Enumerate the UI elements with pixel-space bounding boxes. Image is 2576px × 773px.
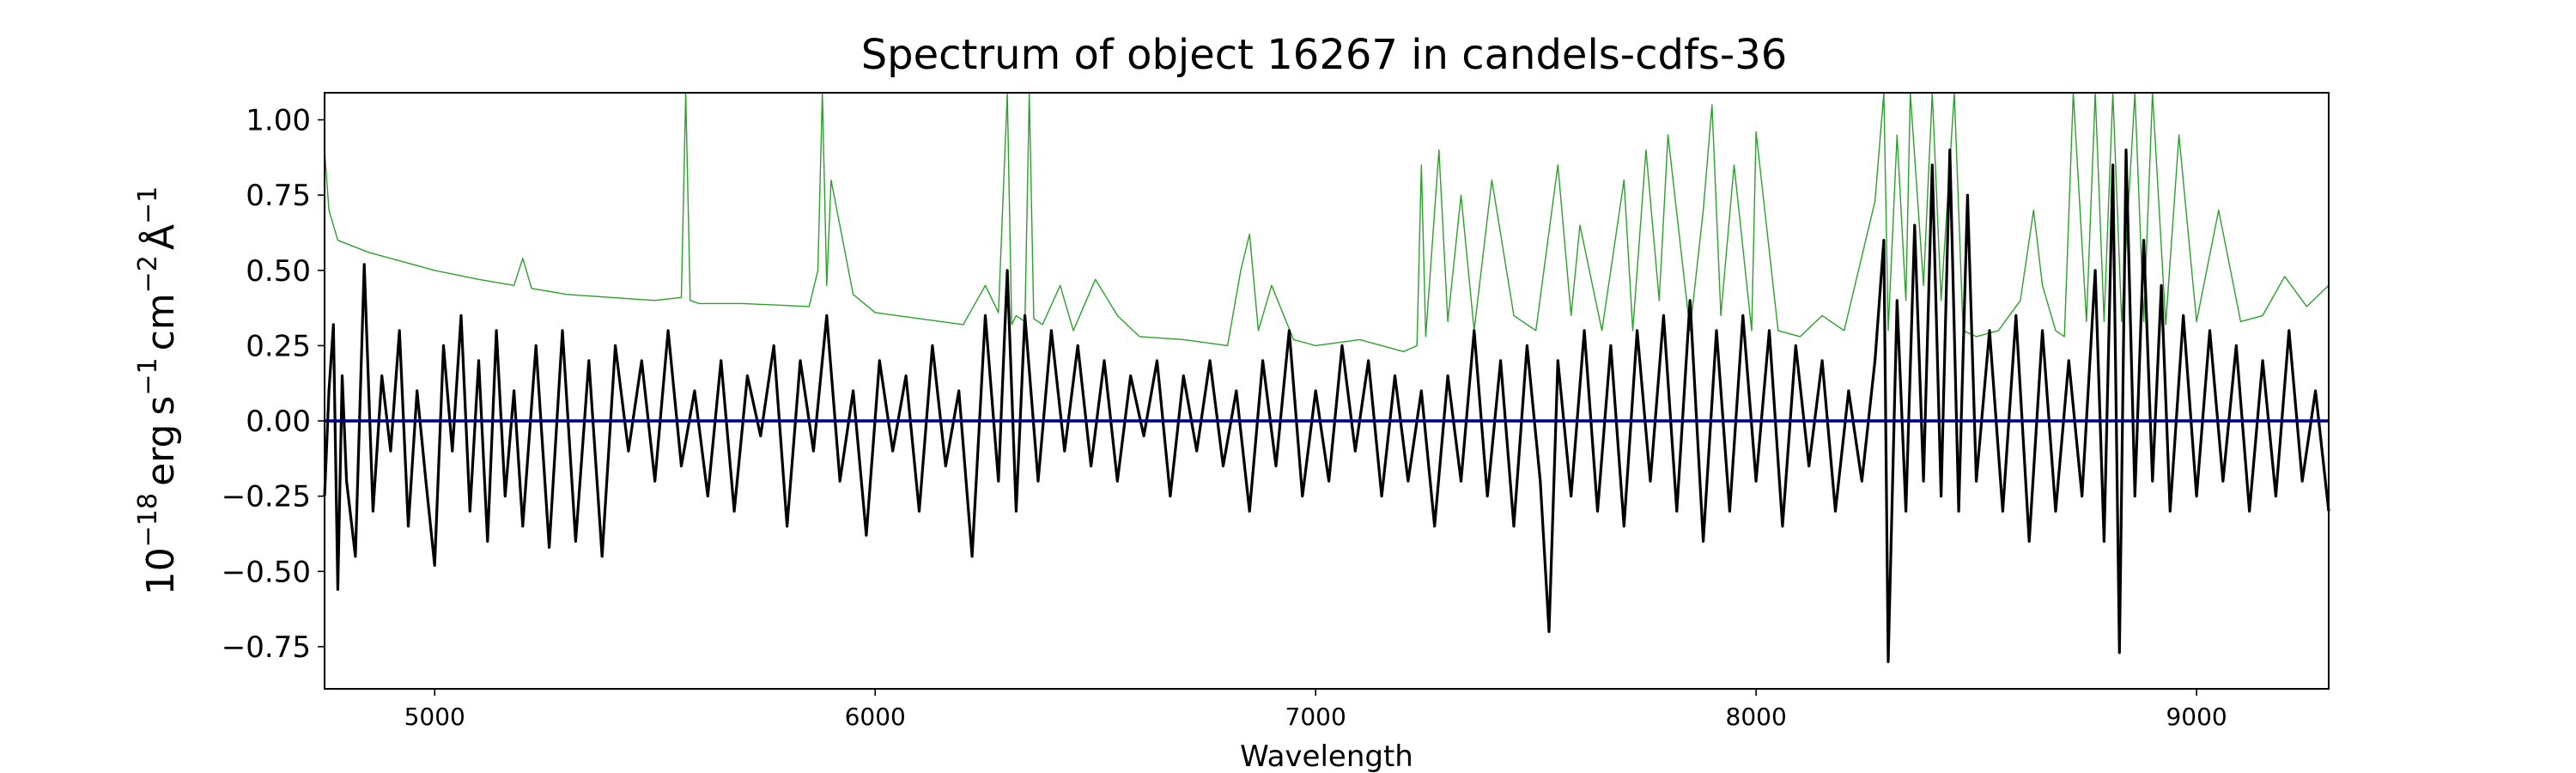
y-axis-label-unit-erg: erg (139, 424, 183, 486)
y-axis-label-unit-s-exp: −1 (133, 357, 163, 395)
y-axis-label-exp: −18 (133, 493, 163, 547)
y-tick-label: −0.50 (222, 555, 311, 589)
y-axis-label-unit-angstrom-exp: −1 (133, 186, 163, 224)
y-axis-label-unit-cm: cm (139, 293, 183, 350)
x-tick-label: 7000 (1285, 703, 1346, 731)
x-tick-label: 8000 (1726, 703, 1787, 731)
series-line-flux (323, 149, 2330, 664)
chart-title: Spectrum of object 16267 in candels-cdfs… (861, 31, 1788, 79)
y-tick-label: 0.00 (246, 405, 311, 439)
x-axis-label: Wavelength (1240, 740, 1413, 773)
x-tick-label: 5000 (404, 703, 465, 731)
series-line-error (324, 92, 2330, 353)
y-axis-label-unit-cm-exp: −2 (133, 255, 163, 293)
y-tick-label: 1.00 (246, 104, 311, 138)
y-tick-label: −0.75 (222, 630, 311, 665)
y-tick-label: 0.75 (246, 179, 311, 213)
x-axis: 5000 6000 7000 8000 9000 (404, 689, 2227, 731)
plot-area (323, 92, 2330, 664)
axes-frame (324, 92, 2330, 690)
y-axis-label: 10−18ergs−1cm−2Å−1 (133, 186, 183, 595)
x-tick-label: 9000 (2166, 703, 2227, 731)
y-axis-label-base: 10 (139, 547, 183, 595)
y-axis-label-unit-s: s (139, 396, 183, 416)
y-axis-label-unit-angstrom: Å (137, 224, 183, 250)
y-tick-label: 0.50 (246, 254, 311, 289)
y-tick-label: 0.25 (246, 329, 311, 363)
y-axis: −0.75 −0.50 −0.25 0.00 0.25 0.50 0.75 1.00 (222, 104, 325, 665)
x-tick-label: 6000 (845, 703, 906, 731)
y-tick-label: −0.25 (222, 480, 311, 514)
